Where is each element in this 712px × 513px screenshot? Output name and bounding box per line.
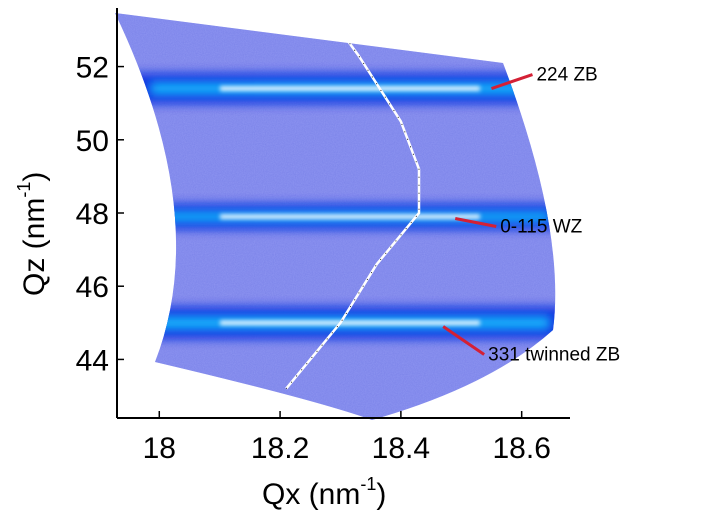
- y-axis-ticks: 44 46 48 50 52: [76, 52, 124, 377]
- x-axis-ticks: 18 18.2 18.4 18.6: [143, 411, 551, 465]
- annotation-pointer: [454, 217, 497, 228]
- x-axis-title: Qx (nm-1): [262, 474, 386, 511]
- annotation: 0-115 WZ: [454, 216, 583, 237]
- annotation-label: 0-115 WZ: [500, 216, 582, 237]
- y-tick-label: 52: [76, 52, 109, 85]
- y-tick-label: 48: [76, 198, 109, 231]
- intensity-band: [115, 306, 556, 339]
- annotation-pointer: [442, 325, 486, 356]
- y-tick-label: 44: [76, 344, 109, 377]
- annotation-pointer: [490, 73, 533, 90]
- annotation-label: 331 twinned ZB: [488, 344, 620, 365]
- overlay-arc-dots: [285, 22, 420, 390]
- y-tick-label: 46: [76, 271, 109, 304]
- peak-annotations: 224 ZB 0-115 WZ 331 twinned ZB: [442, 65, 620, 365]
- annotation-label: 224 ZB: [536, 65, 597, 86]
- x-tick-label: 18: [143, 432, 176, 465]
- x-tick-label: 18.4: [372, 432, 430, 465]
- x-tick-label: 18.2: [251, 432, 309, 465]
- y-tick-label: 50: [76, 125, 109, 158]
- intensity-band: [115, 73, 556, 104]
- reciprocal-space-map: [115, 13, 556, 420]
- y-axis-title: Qz (nm-1): [14, 172, 51, 296]
- x-tick-label: 18.6: [492, 432, 550, 465]
- annotation: 224 ZB: [490, 65, 598, 90]
- annotation: 331 twinned ZB: [442, 325, 620, 365]
